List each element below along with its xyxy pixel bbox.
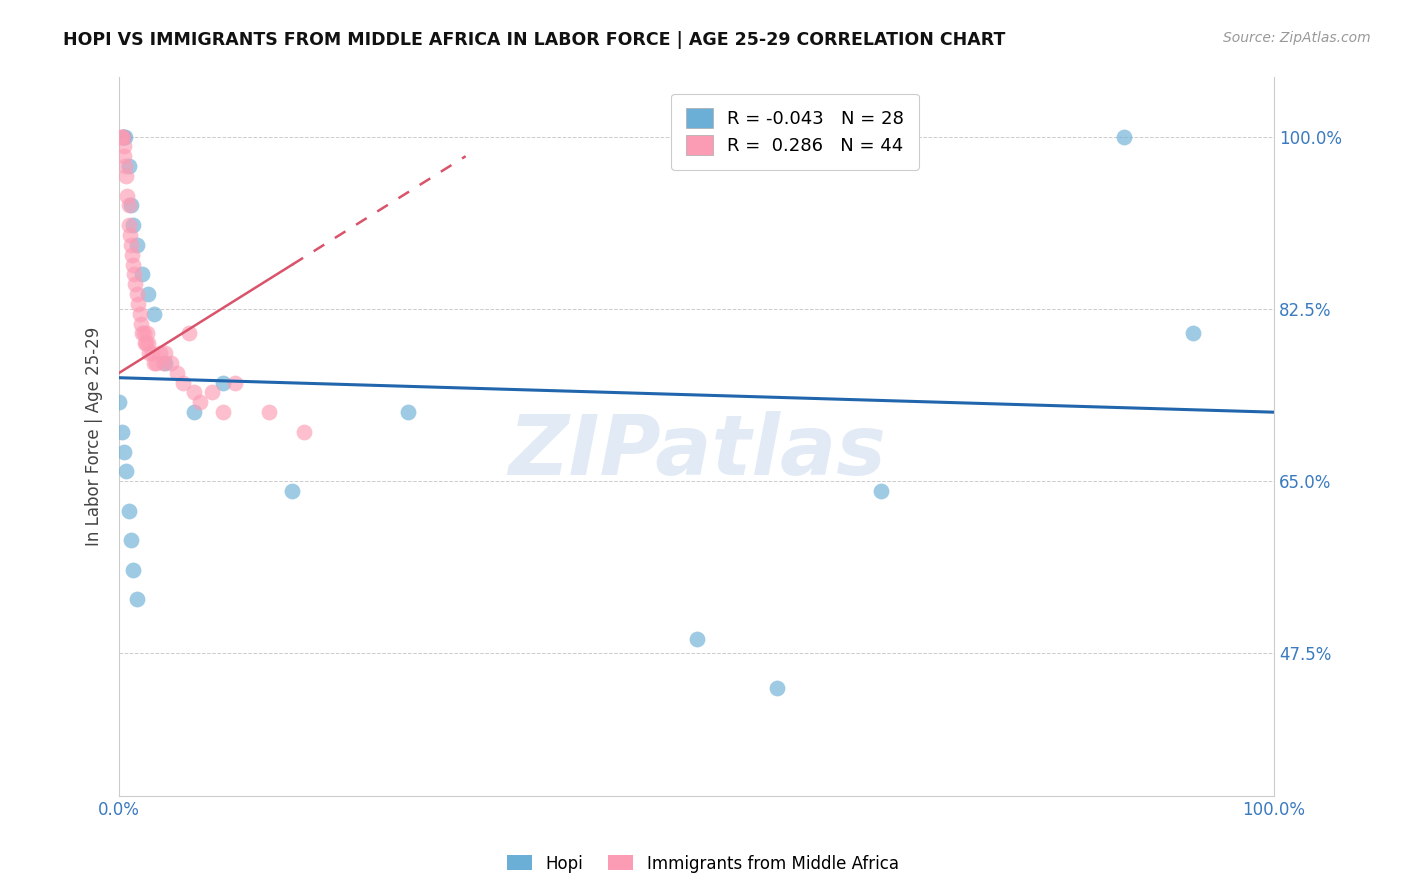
Point: [131, 326, 153, 341]
Point: [125, 237, 148, 252]
Point: [118, 227, 141, 242]
Point: [120, 237, 142, 252]
Point: [122, 258, 145, 272]
Point: [117, 188, 139, 202]
Point: [111, 129, 134, 144]
Point: [766, 681, 789, 695]
Point: [117, 218, 139, 232]
Point: [870, 483, 893, 498]
Point: [124, 277, 146, 292]
Point: [121, 247, 143, 261]
Point: [125, 287, 148, 301]
Point: [212, 376, 235, 390]
Point: [281, 483, 304, 498]
Point: [188, 395, 211, 409]
Point: [115, 464, 138, 478]
Point: [122, 218, 145, 232]
Point: [141, 346, 163, 360]
Point: [134, 336, 156, 351]
Point: [120, 198, 142, 212]
Point: [120, 533, 142, 548]
Point: [125, 592, 148, 607]
Point: [112, 149, 135, 163]
Point: [110, 129, 132, 144]
Point: [1182, 326, 1205, 341]
Point: [1112, 129, 1135, 144]
Text: ZIPatlas: ZIPatlas: [508, 410, 886, 491]
Point: [136, 336, 159, 351]
Point: [122, 563, 145, 577]
Point: [155, 346, 177, 360]
Text: Source: ZipAtlas.com: Source: ZipAtlas.com: [1223, 31, 1371, 45]
Point: [131, 268, 153, 282]
Point: [160, 356, 183, 370]
Point: [396, 405, 419, 419]
Point: [138, 346, 160, 360]
Legend: Hopi, Immigrants from Middle Africa: Hopi, Immigrants from Middle Africa: [501, 848, 905, 880]
Point: [292, 425, 315, 439]
Point: [172, 376, 194, 390]
Point: [201, 385, 224, 400]
Point: [114, 159, 136, 173]
Point: [183, 385, 205, 400]
Point: [183, 405, 205, 419]
Point: [145, 356, 167, 370]
Point: [132, 326, 155, 341]
Point: [117, 159, 139, 173]
Point: [177, 326, 200, 341]
Text: HOPI VS IMMIGRANTS FROM MIDDLE AFRICA IN LABOR FORCE | AGE 25-29 CORRELATION CHA: HOPI VS IMMIGRANTS FROM MIDDLE AFRICA IN…: [63, 31, 1005, 49]
Point: [117, 503, 139, 517]
Y-axis label: In Labor Force | Age 25-29: In Labor Force | Age 25-29: [86, 327, 103, 547]
Point: [129, 317, 152, 331]
Point: [152, 356, 174, 370]
Point: [136, 287, 159, 301]
Point: [166, 366, 188, 380]
Point: [111, 129, 134, 144]
Point: [114, 129, 136, 144]
Legend: R = -0.043   N = 28, R =  0.286   N = 44: R = -0.043 N = 28, R = 0.286 N = 44: [671, 94, 918, 169]
Point: [142, 307, 165, 321]
Point: [136, 326, 159, 341]
Point: [685, 632, 707, 646]
Point: [259, 405, 281, 419]
Point: [135, 336, 157, 351]
Point: [117, 198, 139, 212]
Point: [110, 425, 132, 439]
Point: [155, 356, 177, 370]
Point: [112, 139, 135, 153]
Point: [112, 444, 135, 458]
Point: [115, 169, 138, 183]
Point: [111, 129, 134, 144]
Point: [110, 129, 132, 144]
Point: [142, 356, 165, 370]
Point: [129, 307, 152, 321]
Point: [149, 346, 172, 360]
Point: [224, 376, 246, 390]
Point: [212, 405, 235, 419]
Point: [124, 268, 146, 282]
Point: [127, 297, 149, 311]
Point: [108, 395, 131, 409]
